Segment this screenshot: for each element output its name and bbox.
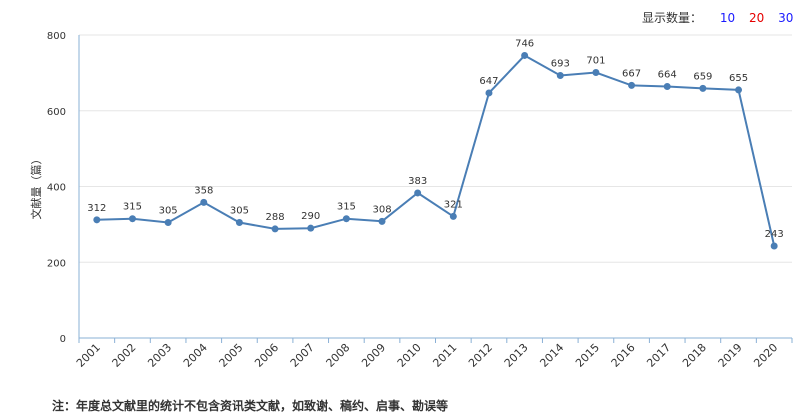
data-label: 383 — [408, 176, 427, 187]
x-tick-label: 2020 — [751, 341, 780, 370]
data-point[interactable] — [449, 212, 457, 220]
data-point[interactable] — [128, 215, 136, 223]
x-tick-label: 2009 — [359, 341, 388, 370]
footnote: 注：年度总文献里的统计不包含资讯类文献，如致谢、稿约、启事、勘误等 — [52, 399, 449, 413]
data-label: 315 — [123, 202, 142, 213]
y-tick-label: 0 — [60, 334, 66, 345]
data-point[interactable] — [628, 81, 636, 89]
data-label: 308 — [372, 204, 391, 215]
x-tick-label: 2007 — [288, 341, 317, 370]
x-tick-label: 2008 — [324, 341, 353, 370]
series-line — [96, 54, 776, 247]
display-count-control: 显示数量： 10 20 30 — [642, 9, 793, 26]
data-point[interactable] — [735, 86, 743, 94]
data-label: 315 — [337, 202, 356, 213]
data-label: 701 — [586, 55, 605, 66]
data-label: 659 — [693, 71, 712, 82]
data-label: 647 — [479, 76, 498, 87]
data-label: 664 — [658, 70, 677, 81]
data-label: 655 — [729, 73, 748, 84]
data-point[interactable] — [592, 68, 600, 76]
data-label: 667 — [622, 68, 641, 79]
data-label: 290 — [301, 211, 320, 222]
data-point[interactable] — [164, 218, 172, 226]
data-point[interactable] — [93, 216, 101, 224]
x-tick-label: 2005 — [217, 341, 246, 370]
x-tick-label: 2014 — [537, 341, 566, 370]
y-axis-title: 文献量（篇） — [29, 154, 43, 220]
data-point[interactable] — [271, 225, 279, 233]
data-point[interactable] — [235, 218, 243, 226]
x-tick-label: 2019 — [716, 341, 745, 370]
y-tick-label: 200 — [47, 258, 66, 269]
data-point[interactable] — [342, 215, 350, 223]
data-label: 288 — [266, 212, 285, 223]
x-tick-label: 2001 — [74, 341, 103, 370]
x-tick-label: 2002 — [110, 341, 139, 370]
data-label: 243 — [765, 229, 784, 240]
x-tick-label: 2011 — [430, 341, 459, 370]
data-label: 746 — [515, 38, 534, 49]
data-point[interactable] — [307, 224, 315, 232]
x-axis-ticks: 2001 2002 2003 2004 2005 2006 2007 2008 2009 2010… — [74, 338, 793, 370]
x-tick-label: 2015 — [573, 341, 602, 370]
data-label: 358 — [194, 185, 213, 196]
x-tick-label: 2012 — [466, 341, 495, 370]
data-point[interactable] — [699, 84, 707, 92]
y-tick-label: 800 — [47, 31, 66, 42]
data-label: 693 — [551, 59, 570, 70]
data-point[interactable] — [770, 242, 778, 250]
data-label: 321 — [444, 199, 463, 210]
data-point[interactable] — [521, 51, 529, 59]
x-tick-label: 2010 — [395, 341, 424, 370]
y-axis-ticks: 0 200 400 600 800 — [47, 31, 66, 345]
x-tick-label: 2004 — [181, 341, 210, 370]
x-tick-label: 2017 — [644, 341, 673, 370]
data-points — [93, 51, 778, 250]
x-tick-label: 2018 — [680, 341, 709, 370]
display-count-option-30[interactable]: 30 — [778, 11, 794, 25]
x-tick-label: 2006 — [252, 341, 281, 370]
data-point[interactable] — [378, 217, 386, 225]
y-tick-label: 600 — [47, 107, 66, 118]
data-point[interactable] — [663, 83, 671, 91]
y-tick-label: 400 — [47, 183, 66, 194]
x-tick-label: 2003 — [145, 341, 174, 370]
data-label: 305 — [159, 205, 178, 216]
data-label: 305 — [230, 205, 249, 216]
data-point[interactable] — [200, 198, 208, 206]
data-label: 312 — [87, 203, 106, 214]
x-tick-label: 2013 — [502, 341, 531, 370]
grid-lines — [79, 34, 792, 263]
data-point[interactable] — [485, 89, 493, 97]
display-count-option-20[interactable]: 20 — [748, 11, 765, 25]
data-labels: 312 315 305 358 305 288 290 315 308 383 321 647 746 6… — [87, 38, 783, 240]
data-point[interactable] — [414, 189, 422, 197]
display-count-label: 显示数量： — [642, 11, 703, 25]
data-point[interactable] — [556, 72, 564, 80]
x-tick-label: 2016 — [609, 341, 638, 370]
display-count-option-10[interactable]: 10 — [719, 11, 736, 25]
